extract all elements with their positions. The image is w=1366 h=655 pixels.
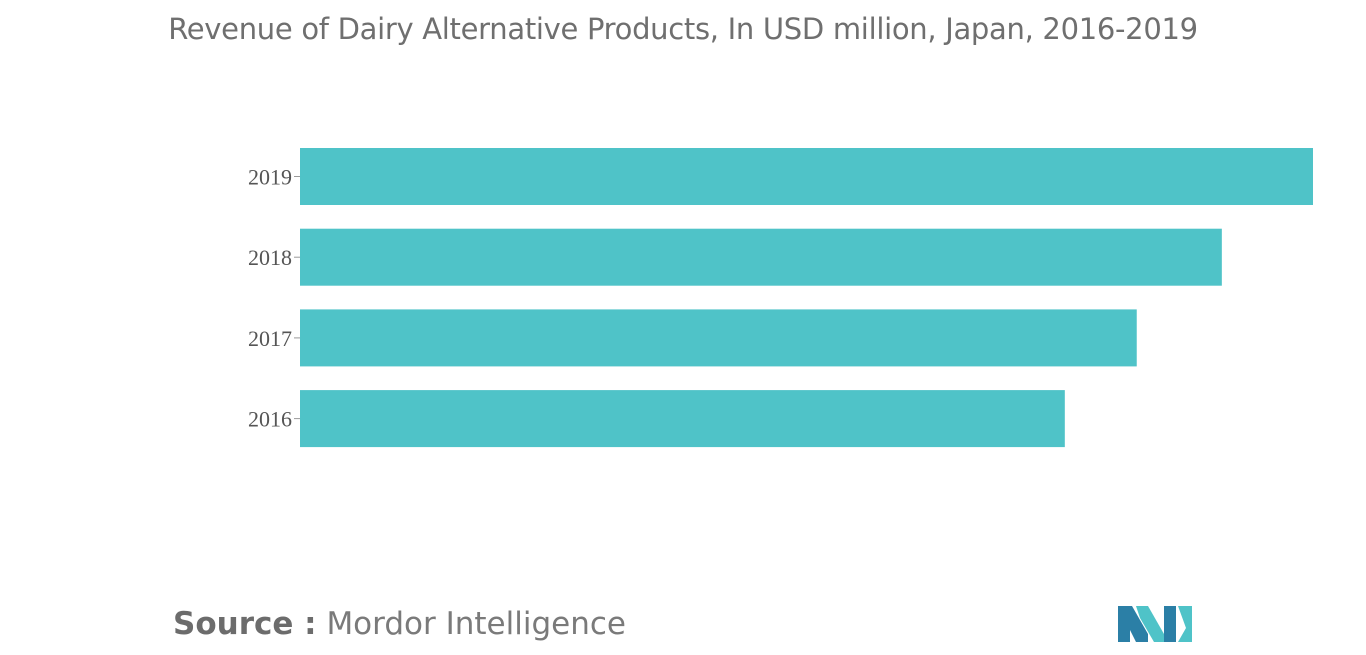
- y-axis-labels: 2019 2018 2017 2016: [248, 165, 292, 432]
- bars-group: [300, 148, 1313, 448]
- y-tick-label-2018: 2018: [248, 245, 292, 270]
- mordor-intelligence-logo-icon: [1118, 606, 1192, 642]
- bar-2019: [300, 148, 1313, 205]
- bar-2016: [300, 390, 1065, 448]
- bar-2017: [300, 309, 1137, 367]
- y-tick-label-2019: 2019: [248, 165, 292, 190]
- bar-2018: [300, 228, 1222, 286]
- source-label: Source :: [173, 606, 317, 642]
- source-name: Mordor Intelligence: [326, 606, 626, 642]
- chart-title: Revenue of Dairy Alternative Products, I…: [168, 12, 1198, 46]
- source-note: Source : Mordor Intelligence: [173, 606, 626, 642]
- y-axis-ticks: [294, 176, 300, 420]
- y-tick-label-2017: 2017: [248, 326, 292, 351]
- y-tick-label-2016: 2016: [248, 407, 292, 432]
